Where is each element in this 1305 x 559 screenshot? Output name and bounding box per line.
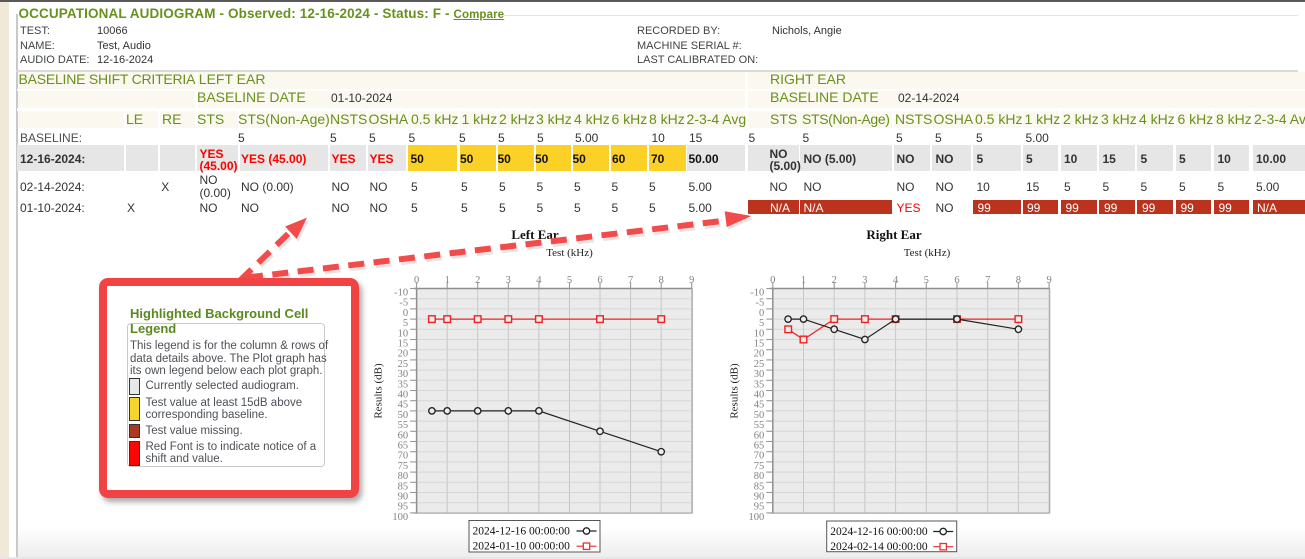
svg-text:25: 25 — [754, 359, 765, 370]
svg-text:10: 10 — [754, 328, 765, 339]
svg-text:10: 10 — [398, 328, 409, 339]
svg-text:5: 5 — [759, 318, 764, 329]
svg-text:Right Ear: Right Ear — [866, 227, 921, 242]
svg-text:95: 95 — [398, 502, 409, 513]
svg-text:20: 20 — [754, 349, 765, 360]
svg-text:95: 95 — [754, 502, 765, 513]
svg-text:-10: -10 — [750, 288, 764, 299]
svg-text:70: 70 — [398, 451, 409, 462]
svg-text:65: 65 — [754, 441, 765, 452]
svg-text:25: 25 — [398, 359, 409, 370]
svg-text:80: 80 — [398, 471, 409, 482]
svg-text:1: 1 — [801, 275, 806, 286]
svg-text:-10: -10 — [394, 288, 408, 299]
svg-text:40: 40 — [398, 390, 409, 401]
svg-text:0: 0 — [770, 275, 775, 286]
svg-text:9: 9 — [1046, 275, 1051, 286]
svg-text:50: 50 — [754, 410, 765, 421]
svg-text:5: 5 — [924, 275, 929, 286]
svg-text:Left Ear: Left Ear — [511, 227, 559, 242]
svg-text:75: 75 — [398, 461, 409, 472]
svg-text:2024-02-14 00:00:00: 2024-02-14 00:00:00 — [830, 541, 928, 553]
svg-text:6: 6 — [597, 275, 602, 286]
svg-text:Results (dB): Results (dB) — [373, 363, 385, 419]
svg-text:55: 55 — [754, 420, 765, 431]
svg-text:6: 6 — [954, 275, 959, 286]
svg-text:9: 9 — [689, 275, 694, 286]
svg-text:20: 20 — [398, 349, 409, 360]
svg-text:7: 7 — [985, 275, 990, 286]
svg-text:-5: -5 — [756, 298, 765, 309]
svg-text:30: 30 — [754, 369, 765, 380]
svg-text:50: 50 — [398, 410, 409, 421]
svg-text:8: 8 — [659, 275, 664, 286]
svg-text:15: 15 — [398, 339, 409, 350]
svg-text:15: 15 — [754, 339, 765, 350]
svg-text:2: 2 — [832, 275, 837, 286]
svg-text:7: 7 — [628, 275, 633, 286]
svg-text:55: 55 — [398, 420, 409, 431]
svg-text:4: 4 — [536, 275, 542, 286]
svg-text:2024-12-16 00:00:00: 2024-12-16 00:00:00 — [473, 526, 571, 538]
svg-text:2024-01-10 00:00:00: 2024-01-10 00:00:00 — [473, 541, 571, 553]
svg-text:40: 40 — [754, 390, 765, 401]
svg-text:0: 0 — [414, 275, 419, 286]
svg-text:65: 65 — [398, 441, 409, 452]
svg-text:8: 8 — [1016, 275, 1021, 286]
svg-text:100: 100 — [392, 512, 408, 523]
svg-text:60: 60 — [754, 430, 765, 441]
svg-text:100: 100 — [749, 512, 765, 523]
svg-text:3: 3 — [862, 275, 867, 286]
svg-text:2024-12-16 00:00:00: 2024-12-16 00:00:00 — [830, 526, 928, 538]
svg-text:75: 75 — [754, 461, 765, 472]
svg-text:90: 90 — [398, 492, 409, 503]
svg-text:60: 60 — [398, 430, 409, 441]
svg-text:0: 0 — [759, 308, 764, 319]
svg-text:35: 35 — [754, 379, 765, 390]
svg-text:5: 5 — [403, 318, 408, 329]
svg-text:-5: -5 — [399, 298, 408, 309]
svg-text:0: 0 — [403, 308, 408, 319]
svg-text:1: 1 — [445, 275, 450, 286]
svg-text:45: 45 — [754, 400, 765, 411]
svg-text:3: 3 — [506, 275, 511, 286]
svg-text:30: 30 — [398, 369, 409, 380]
svg-text:Test (kHz): Test (kHz) — [546, 247, 593, 259]
svg-text:85: 85 — [754, 481, 765, 492]
svg-text:Test (kHz): Test (kHz) — [904, 247, 951, 259]
svg-text:2: 2 — [475, 275, 480, 286]
svg-text:85: 85 — [398, 481, 409, 492]
svg-text:80: 80 — [754, 471, 765, 482]
svg-text:90: 90 — [754, 492, 765, 503]
svg-text:35: 35 — [398, 379, 409, 390]
svg-text:5: 5 — [567, 275, 572, 286]
svg-text:45: 45 — [398, 400, 409, 411]
svg-text:4: 4 — [893, 275, 899, 286]
svg-text:Results (dB): Results (dB) — [729, 363, 741, 419]
svg-text:70: 70 — [754, 451, 765, 462]
